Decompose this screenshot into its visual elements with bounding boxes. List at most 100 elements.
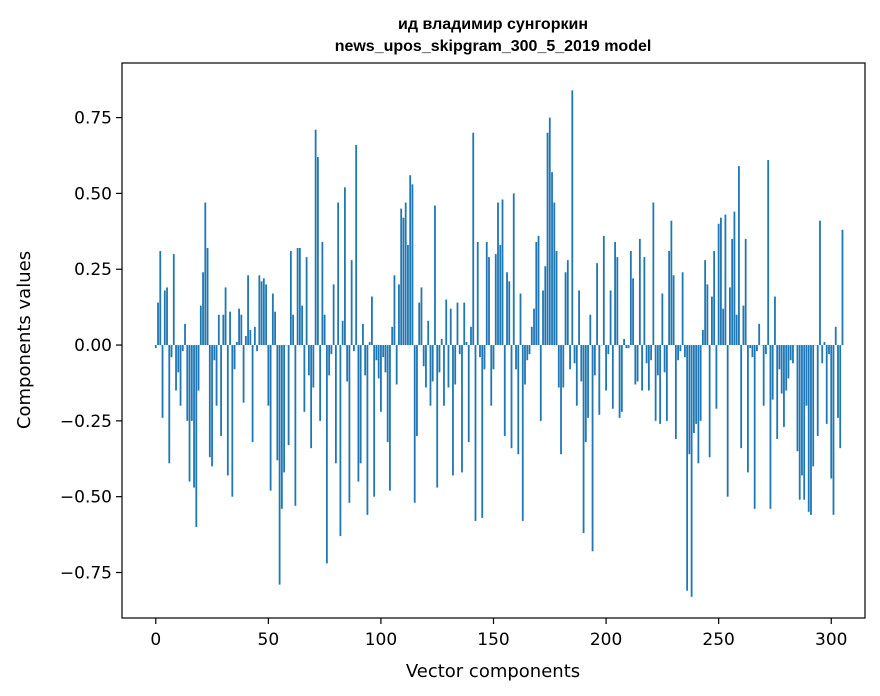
bar-178 xyxy=(555,251,558,346)
bar-274 xyxy=(771,345,774,400)
bar-56 xyxy=(280,345,283,509)
bar-236 xyxy=(686,345,689,591)
bar-260 xyxy=(740,345,743,449)
bar-155 xyxy=(503,345,506,437)
bar-270 xyxy=(762,345,765,406)
bar-253 xyxy=(724,214,727,346)
bar-13 xyxy=(184,323,186,346)
bar-185 xyxy=(571,90,574,346)
bar-165 xyxy=(526,345,529,361)
bar-192 xyxy=(587,345,589,418)
bar-90 xyxy=(357,345,360,482)
bar-257 xyxy=(733,211,736,346)
bar-86 xyxy=(348,345,351,503)
bar-189 xyxy=(580,345,583,382)
bar-225 xyxy=(661,293,664,346)
bar-97 xyxy=(373,345,376,497)
bar-153 xyxy=(499,244,502,346)
x-axis-ticks: 0 50 100 150 200 250 300 xyxy=(150,618,847,650)
bar-241 xyxy=(697,345,700,464)
bar-149 xyxy=(490,345,493,406)
bar-25 xyxy=(211,345,213,467)
x-tick-label: 150 xyxy=(477,630,509,650)
bar-255 xyxy=(729,287,731,346)
bar-101 xyxy=(382,345,385,358)
bar-75 xyxy=(323,314,326,346)
bar-261 xyxy=(742,305,745,346)
bar-184 xyxy=(569,345,571,370)
bar-219 xyxy=(647,345,650,391)
bar-276 xyxy=(776,345,779,440)
bar-120 xyxy=(425,345,427,388)
bar-150 xyxy=(492,345,495,370)
bar-116 xyxy=(416,345,418,437)
bar-147 xyxy=(485,241,488,346)
bar-174 xyxy=(546,132,549,346)
bar-250 xyxy=(717,223,720,346)
bar-85 xyxy=(346,345,349,382)
bar-230 xyxy=(672,275,675,346)
bar-35 xyxy=(233,345,236,370)
bar-60 xyxy=(289,251,292,346)
bar-37 xyxy=(238,308,240,346)
bar-210 xyxy=(627,345,630,349)
bar-24 xyxy=(208,345,211,458)
bar-73 xyxy=(319,345,322,421)
bar-140 xyxy=(470,326,472,346)
bar-196 xyxy=(596,263,598,346)
bar-287 xyxy=(801,345,803,476)
bar-240 xyxy=(695,345,698,424)
bar-232 xyxy=(677,345,680,361)
x-tick-label: 250 xyxy=(702,630,734,650)
bar-239 xyxy=(692,345,695,433)
bar-57 xyxy=(283,345,286,473)
bar-162 xyxy=(519,293,522,346)
bar-246 xyxy=(708,345,711,458)
bar-245 xyxy=(706,284,709,346)
x-tick-label: 100 xyxy=(365,630,397,650)
bar-205 xyxy=(616,257,619,346)
bar-71 xyxy=(314,129,317,346)
y-axis-ticks: −0.75 −0.50 −0.25 0.00 0.25 0.50 0.75 xyxy=(60,109,122,584)
bar-12 xyxy=(181,345,184,352)
bar-154 xyxy=(501,199,504,346)
bar-298 xyxy=(825,345,828,424)
bar-52 xyxy=(271,293,274,346)
bar-74 xyxy=(321,241,324,346)
y-axis-label: Components values xyxy=(14,251,35,429)
bar-302 xyxy=(834,326,837,346)
bar-292 xyxy=(812,345,815,467)
bar-16 xyxy=(190,345,193,421)
bar-214 xyxy=(636,345,639,382)
bar-217 xyxy=(643,257,646,346)
bar-264 xyxy=(749,345,752,349)
bar-242 xyxy=(699,345,702,421)
bar-303 xyxy=(837,345,839,418)
bar-216 xyxy=(641,345,643,391)
bar-93 xyxy=(364,345,367,376)
bar-201 xyxy=(607,345,610,355)
bar-113 xyxy=(409,175,412,346)
bar-227 xyxy=(665,345,668,421)
bar-142 xyxy=(474,345,477,521)
bar-220 xyxy=(650,345,653,361)
bar-244 xyxy=(704,260,707,346)
bar-127 xyxy=(440,338,443,346)
bar-168 xyxy=(533,308,535,346)
bar-275 xyxy=(774,296,776,346)
bar-238 xyxy=(690,345,693,597)
x-tick-label: 200 xyxy=(590,630,622,650)
bar-290 xyxy=(807,345,810,512)
bar-87 xyxy=(350,260,353,346)
bar-170 xyxy=(537,235,540,346)
bar-14 xyxy=(186,345,189,421)
bar-268 xyxy=(758,323,761,346)
bar-109 xyxy=(400,208,403,346)
x-tick-label: 300 xyxy=(815,630,847,650)
bar-23 xyxy=(206,248,209,346)
bar-294 xyxy=(816,345,819,437)
bar-32 xyxy=(226,345,229,476)
bar-6 xyxy=(168,345,171,464)
bar-299 xyxy=(828,345,830,355)
bar-180 xyxy=(560,345,562,455)
